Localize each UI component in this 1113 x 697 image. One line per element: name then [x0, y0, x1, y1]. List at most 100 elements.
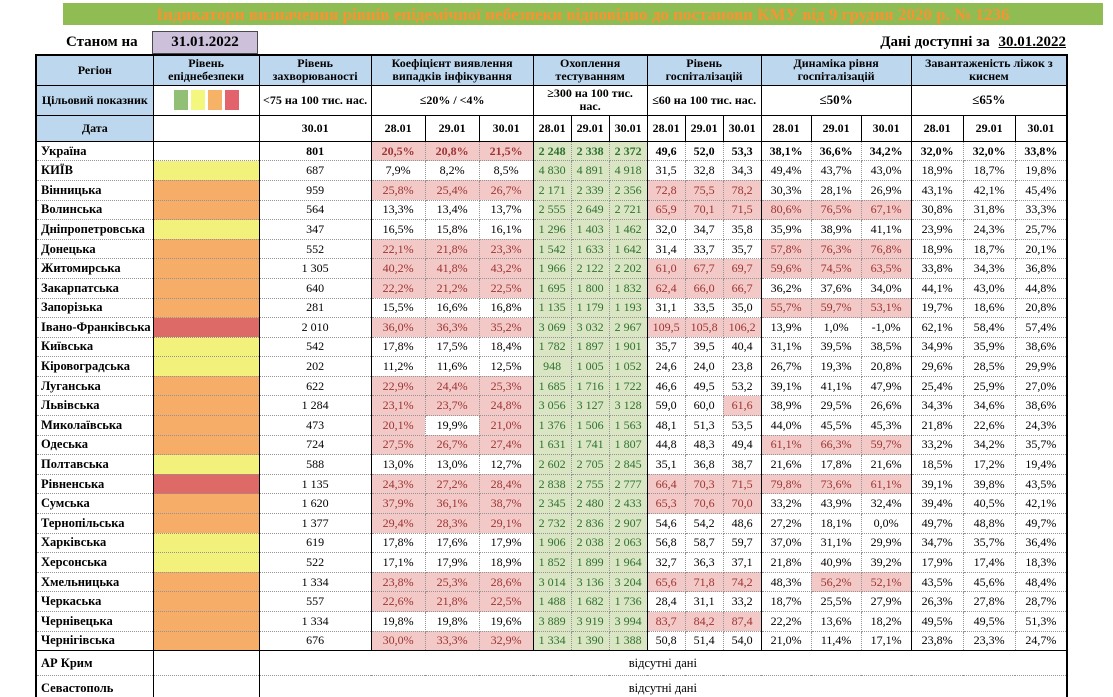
coef-cell: 13,0%	[370, 454, 426, 475]
dyn-cell: 43,9%	[810, 493, 862, 515]
dyn-cell: 38,9%	[810, 219, 862, 240]
beds-cell: 39,4%	[910, 493, 964, 515]
hosp-cell: 74,2	[722, 571, 762, 593]
date-cell: 28.01	[532, 114, 572, 142]
hosp-cell: 78,2	[722, 179, 762, 201]
coef-cell: 23,7%	[424, 395, 480, 417]
testing-cell: 2 038	[570, 532, 610, 554]
table-row: Луганська 622 22,9% 24,4% 25,3% 1 685 1 716 1 7…	[35, 375, 1068, 397]
coef-cell: 13,0%	[424, 454, 480, 475]
testing-cell: 2 171	[532, 179, 572, 201]
epidemic-level-cell	[152, 395, 260, 417]
table-row: Херсонська 522 17,1% 17,9% 18,9% 1 852 1 899 1 …	[35, 552, 1068, 573]
hosp-cell: 32,7	[646, 552, 686, 573]
beds-cell: 48,8%	[962, 513, 1016, 534]
hosp-cell: 53,3	[722, 140, 762, 162]
hosp-cell: 71,8	[684, 571, 724, 593]
testing-cell: 2 063	[608, 532, 648, 554]
hosp-cell: 34,7	[684, 219, 724, 240]
epidemic-level-cell	[152, 297, 260, 319]
coef-cell: 8,5%	[478, 160, 534, 181]
table-row: КИЇВ 687 7,9% 8,2% 8,5% 4 830 4 891 4 918 31,5 32…	[35, 160, 1068, 181]
region-name-cell: Луганська	[35, 375, 154, 397]
beds-cell: 17,2%	[962, 454, 1016, 475]
coef-cell: 22,5%	[478, 277, 534, 299]
hosp-cell: 24,0	[684, 356, 724, 377]
testing-cell: 1 135	[532, 297, 572, 319]
hosp-cell: 65,6	[646, 571, 686, 593]
table-row: Волинська 564 13,3% 13,4% 13,7% 2 555 2 649 2 7…	[35, 199, 1068, 221]
coef-cell: 36,0%	[370, 317, 426, 338]
beds-cell: 33,8%	[1014, 140, 1068, 162]
table-body: Україна 801 20,5% 20,8% 21,5% 2 248 2 338 2 372…	[35, 140, 1068, 697]
testing-cell: 1 633	[570, 238, 610, 260]
testing-cell: 3 994	[608, 611, 648, 632]
testing-cell: 1 388	[608, 630, 648, 652]
hosp-cell: 66,7	[722, 277, 762, 299]
testing-cell: 3 919	[570, 611, 610, 632]
dyn-cell: 79,8%	[760, 473, 812, 495]
testing-cell: 1 296	[532, 219, 572, 240]
coef-cell: 29,4%	[370, 513, 426, 534]
epidemic-level-cell	[152, 199, 260, 221]
region-name-cell: Черкаська	[35, 591, 154, 612]
col-header-testing: Охоплення тестуванням	[532, 54, 648, 86]
table-header: Регіон Рівень епіднебезпеки Рівень захво…	[35, 54, 1068, 142]
data-available-text: Дані доступні за	[880, 34, 990, 50]
table-row: Київська 542 17,8% 17,5% 18,4% 1 782 1 897 1 90…	[35, 336, 1068, 358]
dyn-cell: 18,2%	[860, 611, 912, 632]
hosp-cell: 59,0	[646, 395, 686, 417]
incidence-cell: 801	[258, 140, 372, 162]
beds-cell: 43,0%	[962, 277, 1016, 299]
data-available-date: 30.01.2022	[998, 34, 1067, 50]
dyn-cell: 76,3%	[810, 238, 862, 260]
legend-spacer	[152, 114, 260, 142]
testing-cell: 2 555	[532, 199, 572, 221]
coef-cell: 24,8%	[478, 395, 534, 417]
testing-cell: 2 248	[532, 140, 572, 162]
dyn-cell: -1,0%	[860, 317, 912, 338]
incidence-cell: 676	[258, 630, 372, 652]
beds-cell: 34,3%	[962, 258, 1016, 279]
testing-cell: 2 649	[570, 199, 610, 221]
region-name-cell: Київська	[35, 336, 154, 358]
dyn-cell: 48,3%	[760, 571, 812, 593]
testing-cell: 1 800	[570, 277, 610, 299]
coef-cell: 26,7%	[478, 179, 534, 201]
coef-cell: 21,2%	[424, 277, 480, 299]
coef-cell: 23,8%	[370, 571, 426, 593]
hosp-cell: 37,1	[722, 552, 762, 573]
hosp-cell: 70,0	[722, 493, 762, 515]
coef-cell: 15,5%	[370, 297, 426, 319]
coef-cell: 8,2%	[424, 160, 480, 181]
beds-cell: 18,3%	[1014, 552, 1068, 573]
hosp-cell: 105,8	[684, 317, 724, 338]
hosp-cell: 71,5	[722, 473, 762, 495]
dyn-cell: 20,8%	[860, 356, 912, 377]
date-cell: 28.01	[370, 114, 426, 142]
beds-cell: 49,5%	[910, 611, 964, 632]
dyn-cell: 28,1%	[810, 179, 862, 201]
testing-cell: 3 069	[532, 317, 572, 338]
region-name-cell: Україна	[35, 140, 154, 162]
hosp-cell: 56,8	[646, 532, 686, 554]
hosp-cell: 35,7	[722, 238, 762, 260]
coef-cell: 17,5%	[424, 336, 480, 358]
testing-cell: 1 334	[532, 630, 572, 652]
testing-cell: 1 832	[608, 277, 648, 299]
beds-cell: 36,8%	[1014, 258, 1068, 279]
coef-cell: 16,8%	[478, 297, 534, 319]
hosp-cell: 35,8	[722, 219, 762, 240]
date-cell: 30.01	[608, 114, 648, 142]
table-row: Львівська 1 284 23,1% 23,7% 24,8% 3 056 3 127 3…	[35, 395, 1068, 417]
region-name-cell: Волинська	[35, 199, 154, 221]
coef-cell: 33,3%	[424, 630, 480, 652]
dyn-cell: 39,1%	[760, 375, 812, 397]
epidemic-level-cell	[152, 258, 260, 279]
date-cell: 30.01	[1014, 114, 1068, 142]
region-name-cell: Одеська	[35, 434, 154, 456]
epidemic-level-cell	[152, 277, 260, 299]
coef-cell: 20,8%	[424, 140, 480, 162]
beds-cell: 20,8%	[1014, 297, 1068, 319]
